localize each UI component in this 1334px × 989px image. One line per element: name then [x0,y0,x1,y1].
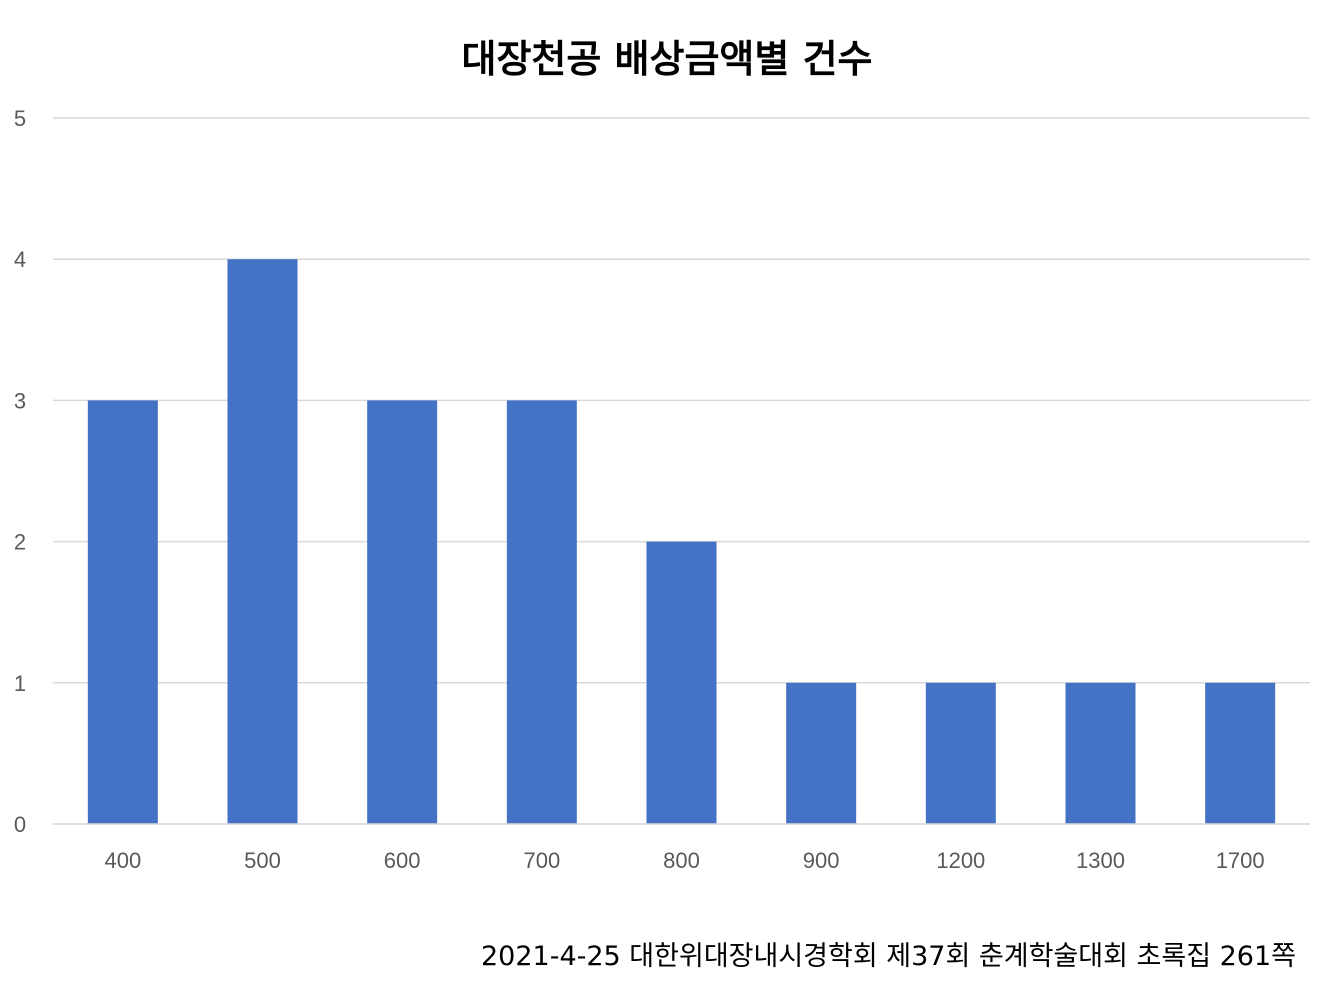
x-tick-label: 400 [104,848,141,873]
y-tick-label: 4 [14,247,26,272]
chart-title: 대장천공 배상금액별 건수 [461,37,873,81]
x-tick-label: 800 [663,848,700,873]
y-tick-label: 2 [14,530,26,555]
bar [227,259,298,824]
bar [786,682,857,824]
bar [506,400,577,824]
bar [1065,682,1136,824]
bar [925,682,996,824]
y-tick-label: 0 [14,812,26,837]
x-tick-label: 1700 [1216,848,1265,873]
x-tick-label: 600 [384,848,421,873]
x-tick-label: 900 [803,848,840,873]
source-caption: 2021-4-25 대한위대장내시경학회 제37회 춘계학술대회 초록집 261… [480,941,1296,972]
bar [646,541,717,824]
bar [1205,682,1276,824]
x-tick-label: 500 [244,848,281,873]
y-tick-label: 1 [14,671,26,696]
bar [87,400,158,824]
x-tick-label: 1200 [936,848,985,873]
y-tick-label: 5 [14,106,26,131]
x-tick-label: 1300 [1076,848,1125,873]
bar [367,400,438,824]
y-tick-label: 3 [14,388,26,413]
x-tick-label: 700 [523,848,560,873]
